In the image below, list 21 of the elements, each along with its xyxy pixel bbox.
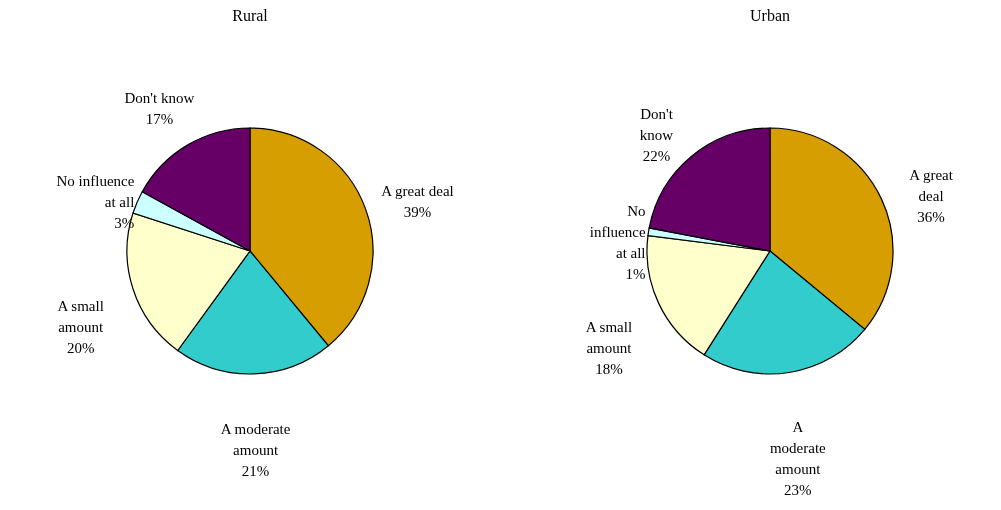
data-label: 1% — [625, 266, 646, 283]
data-label: 23% — [784, 481, 812, 498]
data-label: 20% — [66, 340, 95, 357]
slice-label: No influence at all — [56, 172, 135, 210]
data-label: 22% — [642, 147, 671, 164]
slice-label: A great deal — [909, 167, 954, 205]
slice-label: A great deal — [381, 182, 454, 199]
slice-label: No influence at all — [589, 203, 646, 262]
data-label: 17% — [145, 110, 174, 127]
slice-label: A small amount — [57, 298, 105, 336]
chart-title: Rural — [232, 7, 269, 24]
slice-label: Don't know — [639, 105, 674, 143]
slice-label: A small amount — [585, 318, 633, 356]
chart-title: Urban — [750, 7, 790, 24]
data-label: 36% — [917, 209, 945, 226]
data-label: 18% — [595, 360, 623, 377]
data-label: 39% — [403, 203, 432, 220]
slice-label: A moderate amount — [769, 418, 827, 477]
slice-label: A moderate amount — [220, 420, 291, 458]
slice-label: Don't know — [124, 89, 195, 106]
data-label: 21% — [241, 462, 270, 479]
